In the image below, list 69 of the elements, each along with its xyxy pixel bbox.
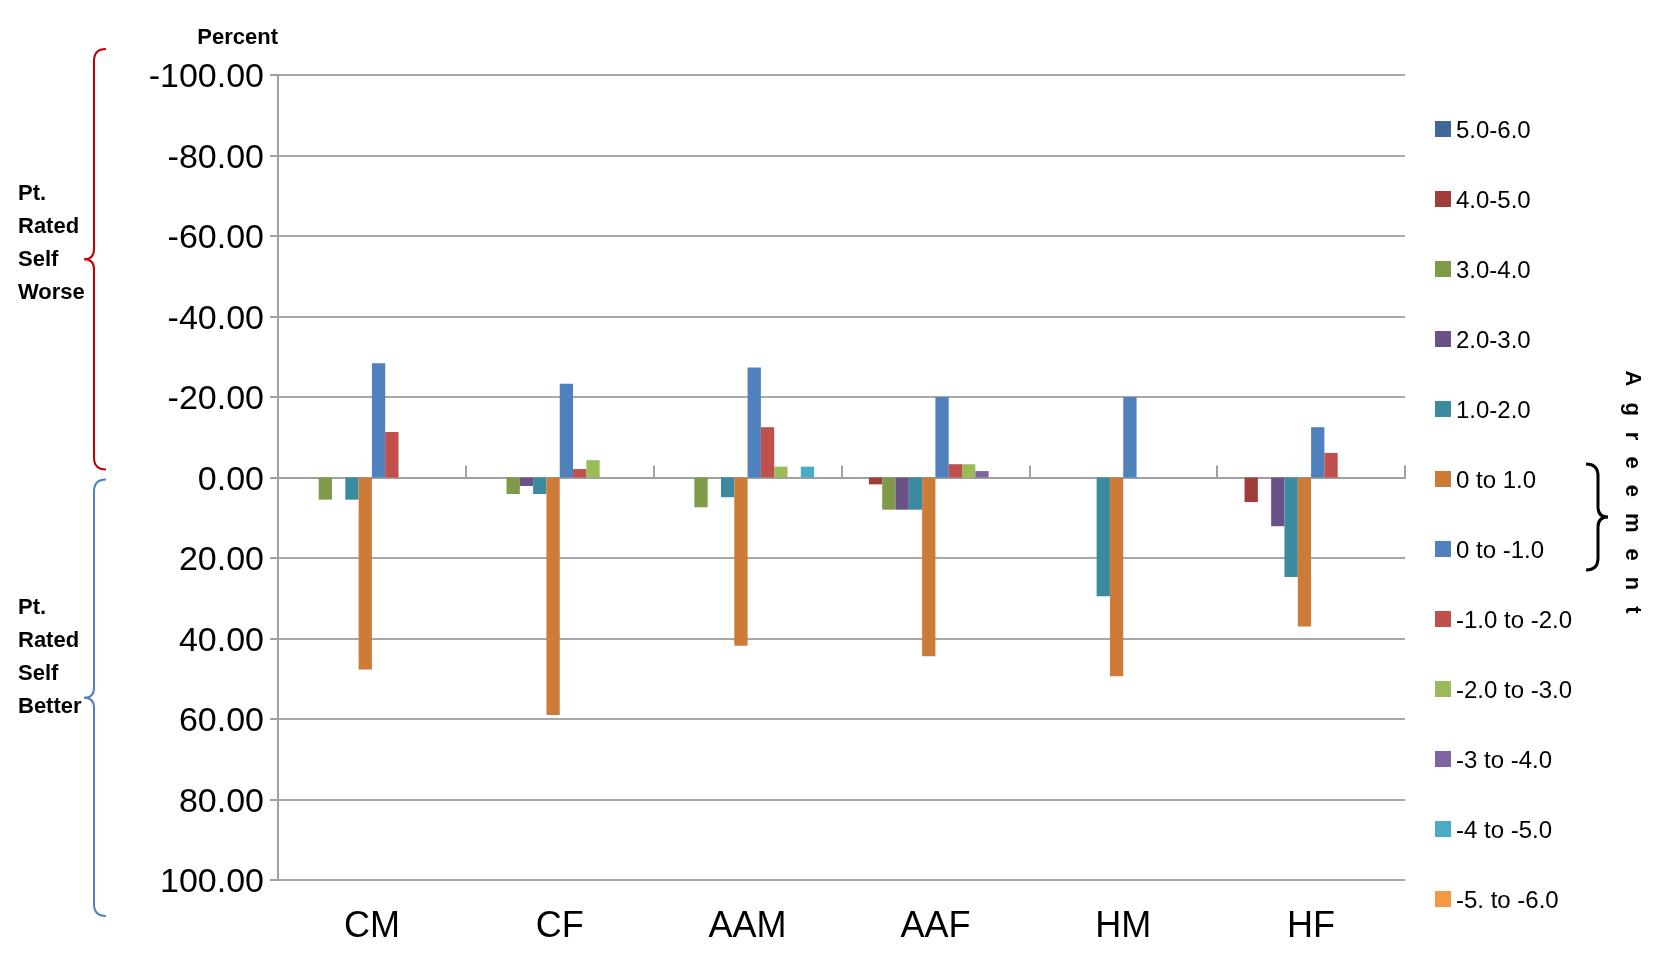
legend-label: -1.0 to -2.0 xyxy=(1456,605,1573,633)
bar xyxy=(1324,452,1338,478)
x-tick-label: AAM xyxy=(708,903,787,945)
y-tick-label: 40.00 xyxy=(178,619,264,658)
bar xyxy=(1109,477,1124,677)
x-tick-label: CF xyxy=(535,903,584,945)
legend-label: 0 to -1.0 xyxy=(1456,535,1545,563)
bar xyxy=(345,477,359,500)
bar xyxy=(1123,397,1137,478)
bar xyxy=(506,477,520,494)
bar xyxy=(882,477,896,510)
bar xyxy=(559,383,574,478)
x-tick-label: AAF xyxy=(900,903,971,945)
bar xyxy=(895,477,909,510)
y-tick-label: -60.00 xyxy=(167,217,264,255)
x-tick-label: HM xyxy=(1095,903,1152,945)
bar xyxy=(1297,477,1312,627)
y-tick-label: -100.00 xyxy=(148,56,264,94)
y-tick-label: 80.00 xyxy=(178,780,264,819)
legend-label: -4 to -5.0 xyxy=(1456,815,1553,843)
bar xyxy=(760,427,775,478)
bar xyxy=(1271,477,1285,527)
y-tick-label: -80.00 xyxy=(167,136,264,175)
y-tick-label: 20.00 xyxy=(178,539,264,577)
bar xyxy=(1096,477,1110,597)
bar xyxy=(371,363,386,478)
x-tick-label: HF xyxy=(1287,903,1336,945)
legend-label: -5. to -6.0 xyxy=(1456,885,1559,913)
bar xyxy=(318,477,332,500)
y-tick-label: 100.00 xyxy=(160,861,264,899)
bar xyxy=(720,477,735,498)
bar xyxy=(908,477,923,510)
y-axis-title: Percent xyxy=(197,23,279,49)
legend-label: -3 to -4.0 xyxy=(1456,745,1553,773)
bar xyxy=(385,432,399,478)
bar xyxy=(519,477,534,486)
legend-label: 3.0-4.0 xyxy=(1456,255,1531,283)
bar xyxy=(922,477,936,657)
bar xyxy=(774,466,788,478)
legend-label: 1.0-2.0 xyxy=(1456,395,1531,423)
bar xyxy=(546,477,560,715)
bar xyxy=(948,464,963,478)
legend-label: -2.0 to -3.0 xyxy=(1456,675,1573,703)
text: Pt. Rated Self Better xyxy=(18,593,83,720)
bar xyxy=(935,397,949,478)
bar xyxy=(533,477,547,494)
text: Pt. Rated Self Worse xyxy=(18,179,86,306)
bar xyxy=(734,477,748,646)
bar xyxy=(586,460,600,478)
y-tick-label: 60.00 xyxy=(178,700,264,738)
bar xyxy=(747,367,761,478)
bar xyxy=(694,477,708,508)
y-tick-label: -40.00 xyxy=(167,297,264,336)
legend-title: Agreement xyxy=(1620,370,1647,630)
y-tick-label: 0.00 xyxy=(197,458,264,497)
bar xyxy=(1244,477,1258,503)
bar xyxy=(800,466,815,478)
bar xyxy=(573,469,587,478)
bar xyxy=(975,471,989,478)
y-tick-label: -20.00 xyxy=(167,378,264,416)
legend-label: 4.0-5.0 xyxy=(1456,185,1531,213)
bar xyxy=(962,464,976,478)
x-tick-label: CM xyxy=(343,903,400,945)
legend-label: 5.0-6.0 xyxy=(1456,115,1531,143)
bar xyxy=(1284,477,1298,577)
legend-label: 0 to 1.0 xyxy=(1456,465,1537,493)
legend-label: 2.0-3.0 xyxy=(1456,325,1531,353)
bar xyxy=(1311,427,1325,478)
bar xyxy=(358,477,372,670)
